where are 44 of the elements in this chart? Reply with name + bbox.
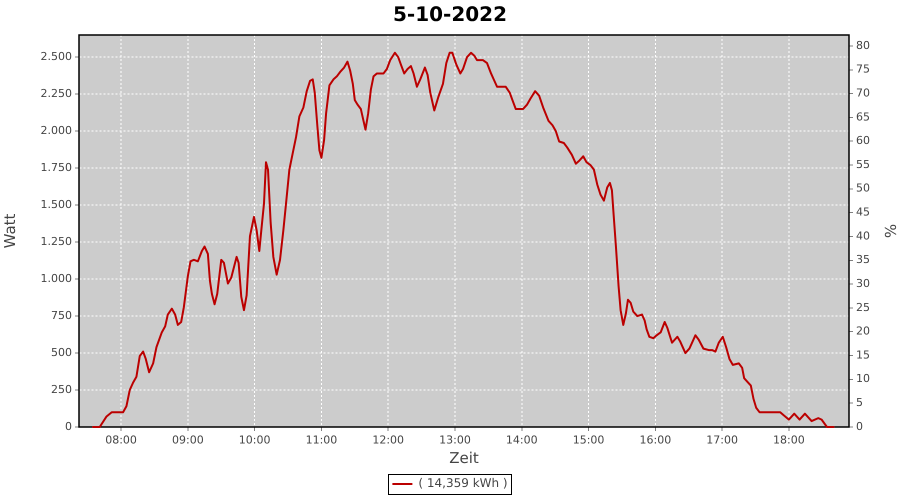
x-tick-label: 15:00	[572, 433, 604, 446]
y2-tick-label: 55	[856, 158, 870, 171]
x-tick-label: 13:00	[439, 433, 471, 446]
x-tick-label: 18:00	[773, 433, 805, 446]
y-tick-label: 1.250	[40, 234, 72, 248]
x-tick-label: 09:00	[172, 433, 204, 446]
y-axis-title: Watt	[0, 213, 19, 248]
y2-tick-label: 0	[856, 420, 863, 433]
y2-tick-label: 80	[856, 38, 870, 52]
y2-tick-label: 40	[856, 229, 870, 242]
y2-tick-label: 30	[856, 276, 870, 290]
y-tick-label: 1.000	[40, 272, 72, 285]
y2-tick-label: 75	[856, 62, 870, 76]
x-tick-label: 08:00	[105, 433, 137, 446]
y2-tick-label: 50	[856, 182, 870, 195]
chart-title: 5-10-2022	[392, 2, 508, 26]
y2-tick-label: 60	[856, 134, 870, 148]
y2-tick-label: 45	[856, 206, 870, 219]
y2-tick-label: 20	[856, 324, 870, 338]
y-tick-label: 0	[65, 420, 72, 433]
y-tick-label: 2.250	[40, 87, 72, 100]
y2-tick-label: 25	[856, 300, 870, 314]
y2-axis-title: %	[881, 224, 900, 238]
y-tick-label: 2.500	[40, 50, 72, 64]
y-tick-label: 500	[51, 346, 72, 359]
y-tick-label: 2.000	[40, 124, 72, 138]
x-tick-label: 11:00	[306, 433, 338, 446]
y-tick-label: 250	[51, 382, 72, 396]
legend-label: ( 14,359 kWh )	[418, 476, 508, 490]
y2-tick-label: 15	[856, 348, 870, 362]
x-tick-label: 12:00	[372, 433, 404, 446]
x-tick-label: 16:00	[639, 433, 672, 446]
x-tick-label: 10:00	[238, 433, 270, 446]
y2-tick-label: 5	[856, 396, 863, 410]
y2-tick-label: 65	[856, 110, 870, 124]
y-tick-label: 1.750	[40, 160, 72, 174]
x-axis-title: Zeit	[449, 448, 479, 467]
x-tick-label: 17:00	[706, 433, 738, 446]
y-tick-label: 1.500	[40, 198, 72, 211]
y2-tick-label: 35	[856, 253, 870, 266]
y2-tick-label: 10	[856, 372, 870, 386]
x-tick-label: 14:00	[506, 433, 538, 446]
y2-tick-label: 70	[856, 86, 870, 100]
y-tick-label: 750	[51, 308, 72, 322]
